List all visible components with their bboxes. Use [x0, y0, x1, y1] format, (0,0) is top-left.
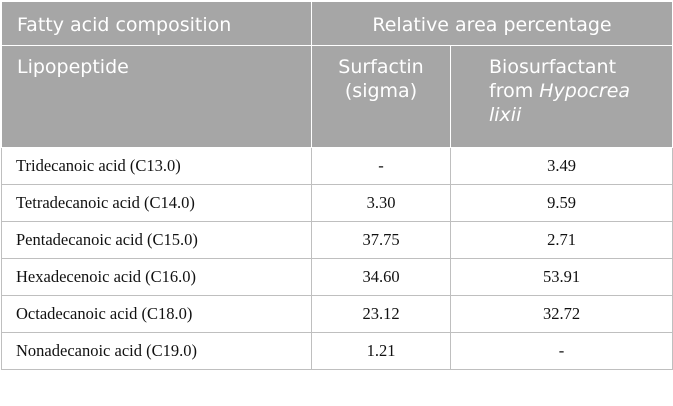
- header-surfactin-line2: (sigma): [344, 80, 418, 102]
- surfactin-value: 37.75: [311, 221, 451, 259]
- biosurfactant-value: -: [450, 332, 673, 370]
- fatty-acid-name: Tetradecanoic acid (C14.0): [1, 184, 312, 222]
- header-surfactin-line1: Surfactin: [338, 56, 424, 78]
- header-biosurfactant-line1: Biosurfactant: [489, 56, 617, 78]
- table-row: Nonadecanoic acid (C19.0) 1.21 -: [1, 332, 673, 370]
- header-fatty-acid-composition: Fatty acid composition: [1, 1, 312, 46]
- surfactin-value: -: [311, 147, 451, 185]
- fatty-acid-name: Octadecanoic acid (C18.0): [1, 295, 312, 333]
- biosurfactant-value: 3.49: [450, 147, 673, 185]
- biosurfactant-value: 2.71: [450, 221, 673, 259]
- header-biosurfactant-prefix: from: [489, 80, 540, 102]
- fatty-acid-table: Fatty acid composition Relative area per…: [1, 1, 673, 370]
- surfactin-value: 34.60: [311, 258, 451, 296]
- biosurfactant-value: 53.91: [450, 258, 673, 296]
- header-row-1: Fatty acid composition Relative area per…: [1, 1, 673, 46]
- fatty-acid-name: Tridecanoic acid (C13.0): [1, 147, 312, 185]
- header-surfactin: Surfactin (sigma): [311, 45, 451, 148]
- biosurfactant-value: 32.72: [450, 295, 673, 333]
- table-row: Octadecanoic acid (C18.0) 23.12 32.72: [1, 295, 673, 333]
- table-row: Pentadecanoic acid (C15.0) 37.75 2.71: [1, 221, 673, 259]
- surfactin-value: 3.30: [311, 184, 451, 222]
- surfactin-value: 23.12: [311, 295, 451, 333]
- fatty-acid-name: Pentadecanoic acid (C15.0): [1, 221, 312, 259]
- header-biosurfactant: Biosurfactant from Hypocrea lixii: [450, 45, 673, 148]
- header-relative-area-percentage: Relative area percentage: [311, 1, 673, 46]
- biosurfactant-value: 9.59: [450, 184, 673, 222]
- fatty-acid-name: Nonadecanoic acid (C19.0): [1, 332, 312, 370]
- header-biosurfactant-species: lixii: [489, 104, 522, 126]
- header-biosurfactant-genus: Hypocrea: [539, 80, 631, 102]
- surfactin-value: 1.21: [311, 332, 451, 370]
- table-row: Hexadecenoic acid (C16.0) 34.60 53.91: [1, 258, 673, 296]
- header-row-2: Lipopeptide Surfactin (sigma) Biosurfact…: [1, 45, 673, 148]
- fatty-acid-name: Hexadecenoic acid (C16.0): [1, 258, 312, 296]
- header-lipopeptide: Lipopeptide: [1, 45, 312, 148]
- table-row: Tridecanoic acid (C13.0) - 3.49: [1, 147, 673, 185]
- table-row: Tetradecanoic acid (C14.0) 3.30 9.59: [1, 184, 673, 222]
